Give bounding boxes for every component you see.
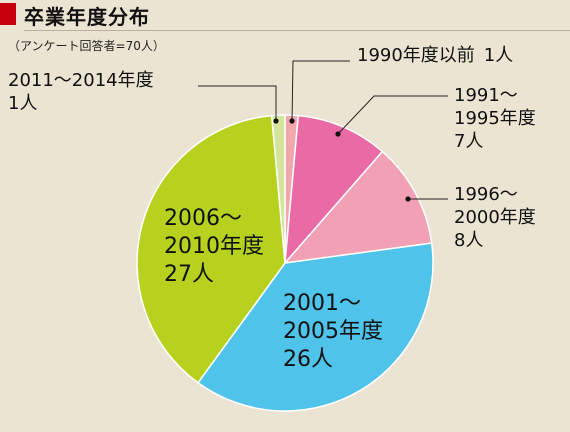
respondent-note: （アンケート回答者=70人） xyxy=(8,39,165,53)
pie-slices xyxy=(136,114,434,412)
slice-label: 2006～ 2010年度 27人 xyxy=(164,206,264,287)
slice-labels: 1990年度以前 1人 1991～ 1995年度 7人 1996～ 2000年度 8人 200… xyxy=(8,45,536,372)
slice-label: 1996～ 2000年度 8人 xyxy=(454,184,536,251)
slice-label: 1991～ 1995年度 7人 xyxy=(454,85,536,152)
pie-slice xyxy=(136,114,286,384)
leader-dot xyxy=(335,131,341,137)
pie-slice xyxy=(284,114,384,266)
pie-slice xyxy=(270,114,286,264)
leader-line xyxy=(291,60,350,122)
chart-title: 卒業年度分布 xyxy=(24,5,150,29)
slice-label: 2001～ 2005年度 26人 xyxy=(283,291,383,372)
leader-dot xyxy=(405,196,411,202)
title-bar: 卒業年度分布 xyxy=(0,0,570,31)
slice-label: 2011～2014年度 1人 xyxy=(8,70,154,114)
pie-slice xyxy=(283,150,433,265)
leader-lines xyxy=(198,60,448,202)
leader-line xyxy=(198,85,277,121)
leader-dot xyxy=(289,118,295,124)
pie-slice xyxy=(196,242,434,412)
leader-dot xyxy=(273,118,279,124)
title-divider xyxy=(24,30,570,31)
slice-label: 1990年度以前 1人 xyxy=(357,45,513,66)
title-marker xyxy=(0,3,16,25)
leader-line xyxy=(337,95,448,135)
